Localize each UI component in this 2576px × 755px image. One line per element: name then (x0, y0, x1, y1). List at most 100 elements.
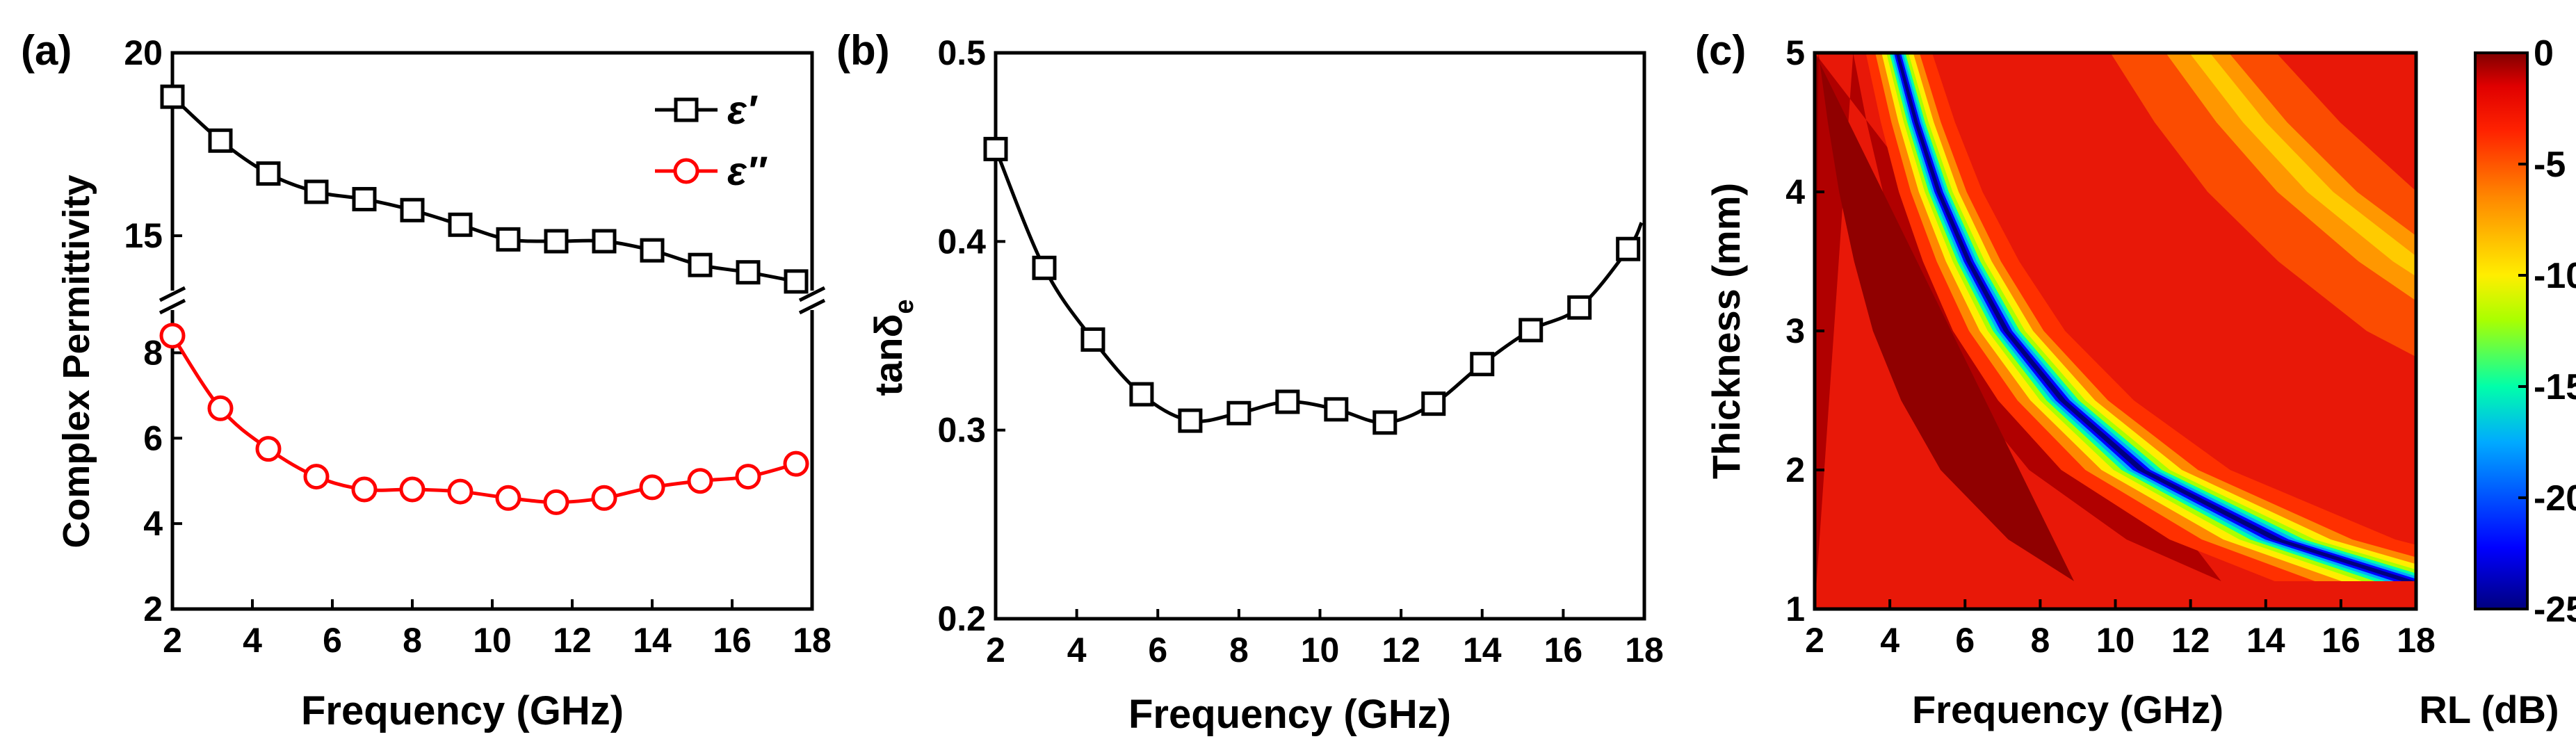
data-point-circle (639, 474, 665, 501)
panel-c-reflection-loss-map: (c) Thickness (mm) Frequency (GHz) 2 4 6 8 1… (1695, 27, 2576, 731)
panel-c-axes (1813, 51, 2418, 611)
colorbar-tick-label: -25 (2534, 590, 2576, 630)
panel-b-y-tick-label: 0.4 (937, 222, 986, 261)
panel-c-x-tick-label: 16 (2322, 621, 2360, 660)
legend-marker-square (674, 97, 699, 122)
panel-c-heatmap (1815, 53, 2416, 609)
panel-a-y-tick-label: 4 (143, 504, 163, 543)
data-point-square (256, 161, 281, 186)
panel-b-y-tick-label: 0.3 (937, 411, 986, 450)
panel-a-plot-area (159, 84, 809, 515)
data-point-circle (159, 323, 186, 349)
panel-c-y-tick-label: 3 (1785, 311, 1805, 350)
data-point-square (1275, 389, 1300, 414)
heatmap-harmonic-band (2189, 53, 2416, 277)
data-point-square (592, 229, 617, 254)
panel-b-y-axis-label: tanδe (866, 299, 919, 396)
data-point-square (1470, 352, 1495, 377)
panel-b-label: (b) (836, 27, 890, 74)
panel-c-y-tick-label: 4 (1785, 172, 1805, 211)
data-point-square (448, 212, 473, 237)
heatmap-low-loss-region (1815, 53, 2075, 609)
panel-a-y-tick-label: 2 (143, 590, 163, 628)
data-point-square (688, 252, 713, 277)
panel-c-label: (c) (1695, 27, 1746, 74)
data-point-square (1324, 397, 1349, 422)
panel-b-x-tick-label: 12 (1382, 631, 1420, 669)
data-point-square (1129, 382, 1154, 407)
heatmap-harmonic-band (2165, 53, 2416, 301)
data-point-square (983, 136, 1008, 161)
data-point-square (496, 227, 521, 252)
panel-b-x-tick-label: 16 (1544, 631, 1583, 669)
panel-b-x-tick-label: 6 (1148, 631, 1167, 669)
panel-b-x-tick-label: 4 (1067, 631, 1087, 669)
heatmap-harmonic-band (2110, 53, 2416, 357)
panel-a-y-tick-label: 6 (143, 419, 163, 457)
panel-c-x-tick-label: 10 (2096, 621, 2135, 660)
data-point-square (304, 179, 329, 204)
data-point-square (784, 269, 809, 294)
panel-c-x-tick-label: 12 (2171, 621, 2210, 660)
panel-a-x-tick-label: 2 (163, 621, 182, 660)
data-point-circle (255, 436, 282, 462)
data-point-square (352, 186, 377, 211)
panel-a-tick-labels: 2 4 6 8 10 12 14 16 18 15 20 2 4 6 8 (124, 33, 831, 660)
data-point-circle (687, 468, 713, 494)
panel-a-x-tick-label: 14 (633, 621, 672, 660)
data-point-square (400, 197, 425, 222)
panel-a-y-tick-label: 20 (124, 33, 163, 72)
panel-c-x-tick-label: 2 (1805, 621, 1824, 660)
data-point-square (1372, 410, 1398, 435)
data-point-circle (783, 450, 809, 477)
panel-a-y-tick-label: 8 (143, 333, 163, 372)
data-point-circle (591, 485, 617, 511)
panel-a-x-tick-label: 10 (473, 621, 512, 660)
panel-c-y-tick-label: 5 (1785, 33, 1805, 72)
axis-break-mark (798, 286, 826, 302)
panel-a-x-tick-label: 12 (553, 621, 592, 660)
panel-b-plot-area (983, 136, 1644, 435)
colorbar-tick-label: 0 (2534, 33, 2554, 74)
panel-c-x-tick-label: 6 (1955, 621, 1975, 660)
panel-a-legend: ε′ ε″ (655, 88, 768, 194)
data-point-square (736, 260, 761, 285)
axis-break-mark (159, 286, 186, 302)
colorbar-tick-label: -20 (2534, 478, 2576, 519)
panel-a-x-tick-label: 8 (403, 621, 422, 660)
series-line (994, 148, 1644, 425)
data-point-square (1518, 318, 1544, 343)
colorbar-tick-label: -15 (2534, 367, 2576, 407)
panel-b-y-tick-label: 0.5 (937, 33, 986, 72)
data-point-circle (447, 478, 473, 505)
data-point-square (208, 128, 233, 153)
panel-a-x-tick-label: 4 (243, 621, 262, 660)
data-point-square (1616, 236, 1641, 261)
data-point-square (640, 238, 665, 263)
panel-a-axes (159, 51, 826, 611)
panel-a-x-tick-label: 6 (323, 621, 342, 660)
data-point-square (544, 229, 569, 254)
panel-c-y-tick-label: 2 (1785, 450, 1805, 489)
data-point-square (160, 84, 185, 109)
data-point-circle (735, 464, 761, 490)
panel-b-y-tick-label: 0.2 (937, 599, 986, 638)
data-point-circle (495, 485, 521, 511)
data-point-square (1178, 408, 1203, 433)
panel-b-x-tick-label: 18 (1625, 631, 1664, 669)
colorbar-label: RL (dB) (2419, 688, 2559, 731)
panel-a-y-axis-label: Complex Permittivity (56, 174, 97, 548)
axis-break-mark (159, 298, 186, 315)
data-point-circle (351, 476, 378, 503)
panel-a-permittivity: (a) Complex Permittivity Frequency (GHz)… (21, 27, 832, 733)
data-point-square (1080, 327, 1105, 352)
data-point-square (1421, 391, 1446, 416)
panel-c-x-axis-label: Frequency (GHz) (1912, 688, 2223, 731)
legend-entry-label: ε′ (727, 88, 758, 133)
panel-b-axes (994, 51, 1646, 621)
legend-marker-circle (673, 158, 699, 184)
panel-a-label: (a) (21, 27, 72, 74)
colorbar-tick-label: -10 (2534, 256, 2576, 296)
